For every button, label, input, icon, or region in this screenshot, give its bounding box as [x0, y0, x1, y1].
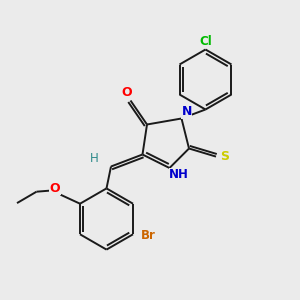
Text: N: N: [182, 105, 192, 119]
Text: S: S: [220, 150, 230, 163]
Text: Cl: Cl: [199, 34, 212, 48]
Text: NH: NH: [169, 168, 189, 181]
Text: H: H: [90, 152, 99, 166]
Text: O: O: [122, 86, 132, 100]
Text: O: O: [50, 182, 60, 195]
Text: Br: Br: [141, 229, 155, 242]
